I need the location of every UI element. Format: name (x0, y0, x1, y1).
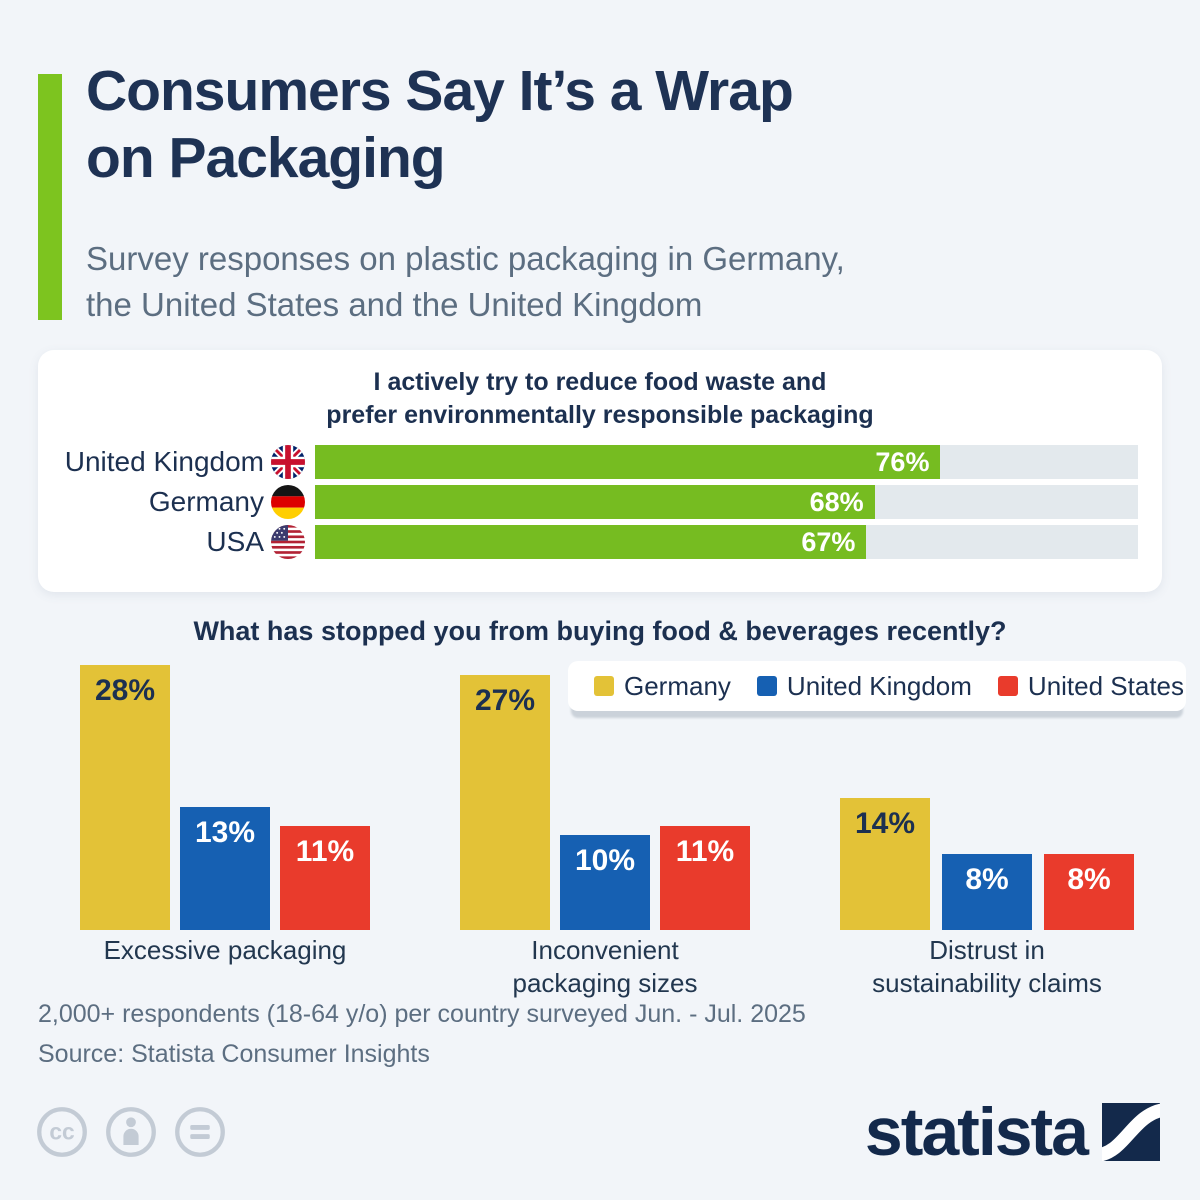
group-label-distrust-claims: Distrust in sustainability claims (872, 935, 1102, 999)
bar-value: 11 (660, 826, 750, 869)
row-label-united-kingdom: United Kingdom (64, 446, 264, 477)
hbar-row-usa: USA (38, 525, 1162, 559)
group-label-inconvenient-sizes: Inconvenient packaging sizes (512, 935, 698, 999)
bar-track-usa: 67 (315, 525, 1138, 559)
page-title: Consumers Say It’s a Wrap on Packaging (86, 58, 794, 191)
bar-us-excessive-packaging: 11 (280, 826, 370, 930)
chart2-legend: Germany United Kingdom United States (568, 661, 1186, 711)
row-label-usa: USA (206, 526, 264, 557)
bar-value-united-kingdom: 76 (875, 447, 940, 477)
bar-value: 10 (560, 835, 650, 878)
bar-uk-distrust-claims: 8 (942, 854, 1032, 930)
bar-germany-excessive-packaging: 28 (80, 665, 170, 930)
survey-footnote: 2,000+ respondents (18-64 y/o) per count… (38, 1000, 806, 1028)
bar-value: 8 (942, 854, 1032, 897)
hbar-row-united-kingdom: United Kingdom 76 (38, 445, 1162, 479)
legend-label-united-states: United States (1027, 670, 1185, 701)
chart1-rows: United Kingdom 76 Germany (38, 445, 1162, 559)
legend-item-germany: Germany (594, 671, 731, 702)
legend-swatch-united-states (997, 676, 1018, 696)
chart2-title: What has stopped you from buying food & … (193, 616, 1007, 646)
cc-glyph: cc (49, 1119, 74, 1145)
statista-logo: statista (865, 1098, 1160, 1166)
cc-equal-icon (175, 1107, 225, 1157)
bar-germany-distrust-claims: 14 (840, 798, 930, 930)
bar-track-united-kingdom: 76 (315, 445, 1138, 479)
bar-value: 27 (460, 675, 550, 718)
germany-flag-icon (271, 485, 305, 519)
creative-commons-icons: cc (36, 1106, 226, 1158)
bar-fill-united-kingdom: 76 (315, 445, 941, 479)
bar-value: 13 (180, 807, 270, 850)
legend-swatch-germany (594, 676, 614, 696)
bar-value-germany: 68 (810, 487, 875, 517)
uk-flag-icon (271, 445, 305, 479)
legend-swatch-united-kingdom (756, 676, 777, 696)
bar-uk-inconvenient-sizes: 10 (560, 835, 650, 930)
bar-value: 28 (80, 665, 170, 708)
row-label-germany: Germany (148, 486, 264, 517)
source-line: Source: Statista Consumer Insights (38, 1040, 430, 1068)
page-subtitle: Survey responses on plastic packaging in… (86, 236, 845, 327)
hbar-row-germany: Germany 68 (38, 485, 1162, 519)
title-accent-bar (38, 74, 62, 320)
page-subtitle-line1: Survey responses on plastic packaging in… (86, 240, 845, 277)
page-title-line2: on Packaging (86, 125, 446, 190)
bar-uk-excessive-packaging: 13 (180, 807, 270, 930)
cc-attribution-icon (106, 1107, 156, 1157)
bar-fill-usa: 67 (315, 525, 867, 559)
chart1-title: I actively try to reduce food waste and p… (38, 366, 1162, 432)
legend-label-united-kingdom: United Kingdom (786, 670, 972, 701)
legend-label-germany: Germany (624, 670, 731, 701)
bar-value: 8 (1044, 854, 1134, 897)
bar-germany-inconvenient-sizes: 27 (460, 675, 550, 930)
bar-fill-germany: 68 (315, 485, 875, 519)
group-label-excessive-packaging: Excessive packaging (103, 935, 347, 965)
bar-value-usa: 67 (801, 527, 866, 557)
legend-item-united-kingdom: United Kingdom (756, 670, 972, 702)
bar-track-germany: 68 (315, 485, 1138, 519)
statista-wordmark: statista (864, 1094, 1089, 1170)
reduce-food-waste-chart-card: I actively try to reduce food waste and p… (38, 350, 1162, 592)
usa-flag-icon (271, 525, 305, 559)
statista-logo-icon (1102, 1103, 1160, 1161)
bar-us-distrust-claims: 8 (1044, 854, 1134, 930)
chart1-title-line2: prefer environmentally responsible packa… (326, 401, 874, 429)
cc-license-icon: cc (37, 1107, 87, 1157)
bar-us-inconvenient-sizes: 11 (660, 826, 750, 930)
chart1-title-line1: I actively try to reduce food waste and (373, 368, 827, 396)
legend-item-united-states: United States (997, 670, 1185, 702)
page-subtitle-line2: the United States and the United Kingdom (86, 285, 703, 323)
bar-value: 11 (280, 826, 370, 869)
page-title-line1: Consumers Say It’s a Wrap (86, 59, 794, 123)
bar-value: 14 (840, 798, 930, 841)
